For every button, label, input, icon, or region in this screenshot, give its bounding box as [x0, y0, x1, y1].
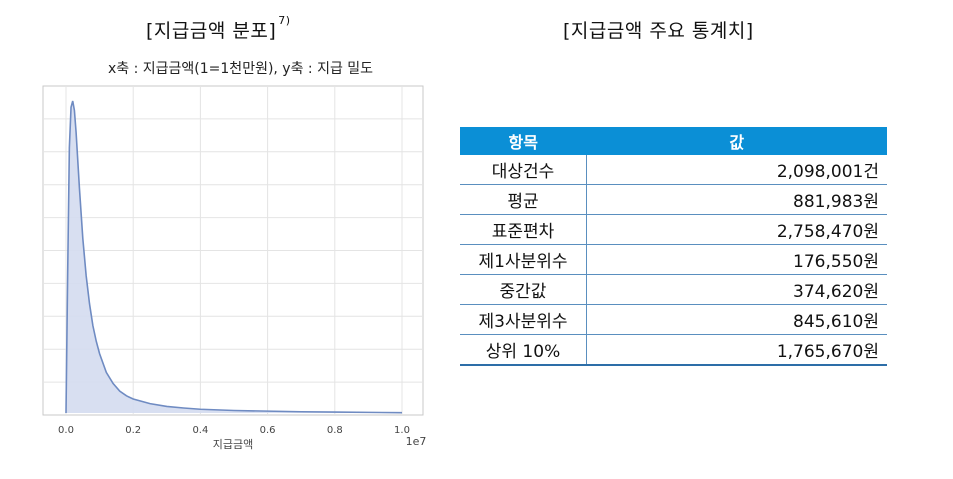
axis-description: x축 : 지급금액(1=1천만원), y축 : 지급 밀도: [108, 61, 374, 77]
x-axis-label: 지급금액: [213, 438, 253, 451]
table-row: 중간값 374,620원: [460, 274, 887, 305]
distribution-title: [지급금액 분포] 7): [146, 14, 291, 43]
x-axis-multiplier: 1e7: [406, 435, 427, 448]
row-value: 881,983원: [586, 184, 887, 215]
x-tick-label: 0.2: [125, 425, 141, 436]
row-value: 176,550원: [586, 244, 887, 275]
row-label: 제3사분위수: [460, 304, 587, 335]
grid-lines: [43, 86, 423, 415]
row-value: 2,098,001건: [586, 155, 887, 185]
row-label: 중간값: [460, 274, 587, 305]
x-tick-label: 0.6: [260, 425, 276, 436]
header-value: 값: [586, 127, 887, 155]
table-row: 제1사분위수 176,550원: [460, 244, 887, 275]
table-header-row: 항목 값: [460, 127, 887, 155]
table-row: 평균 881,983원: [460, 184, 887, 215]
row-label: 제1사분위수: [460, 244, 587, 275]
table-row: 대상건수 2,098,001건: [460, 155, 887, 185]
row-value: 2,758,470원: [586, 214, 887, 245]
x-tick-label: 0.0: [58, 425, 74, 436]
distribution-chart: 0.0 0.2 0.4 0.6 0.8 1.0 지급금액 1e7: [42, 85, 427, 451]
row-label: 표준편차: [460, 214, 587, 245]
row-value: 374,620원: [586, 274, 887, 305]
x-tick-label: 0.8: [327, 425, 343, 436]
table-row: 표준편차 2,758,470원: [460, 214, 887, 245]
row-label: 상위 10%: [460, 334, 587, 366]
statistics-title: [지급금액 주요 통계치]: [563, 20, 754, 42]
density-line: [65, 100, 403, 414]
header-item: 항목: [460, 127, 587, 155]
row-label: 대상건수: [460, 155, 587, 185]
row-label: 평균: [460, 184, 587, 215]
density-area: [66, 101, 402, 413]
x-tick-label: 0.4: [192, 425, 208, 436]
x-tick-labels: 0.0 0.2 0.4 0.6 0.8 1.0: [58, 425, 410, 436]
distribution-title-text: [지급금액 분포]: [146, 20, 277, 42]
x-tick-label: 1.0: [394, 425, 410, 436]
table-row: 상위 10% 1,765,670원: [460, 334, 887, 366]
footnote-marker: 7): [278, 14, 291, 27]
row-value: 845,610원: [586, 304, 887, 335]
row-value: 1,765,670원: [586, 334, 887, 366]
table-row: 제3사분위수 845,610원: [460, 304, 887, 335]
statistics-table: 항목 값 대상건수 2,098,001건 평균 881,983원 표준편차 2,758…: [460, 127, 887, 366]
